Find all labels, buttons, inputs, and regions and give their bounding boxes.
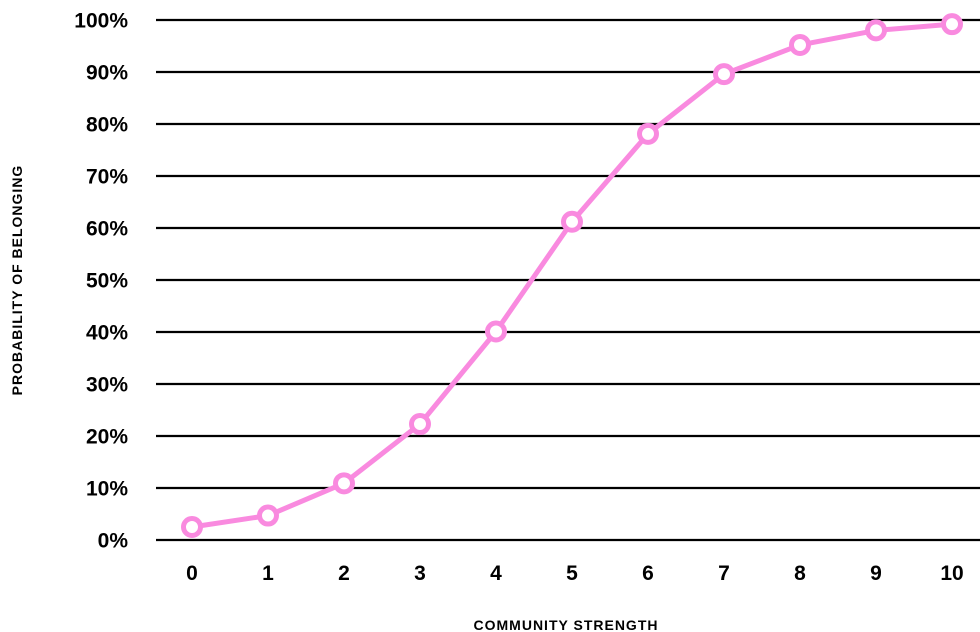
data-point xyxy=(181,516,203,538)
y-axis-title: PROBABILITY OF BELONGING xyxy=(9,165,25,396)
y-tick-label: 70% xyxy=(86,166,128,189)
data-point xyxy=(789,33,811,56)
x-tick-label: 8 xyxy=(794,562,806,585)
x-tick-label: 5 xyxy=(566,562,578,585)
y-tick-label: 30% xyxy=(86,374,128,397)
y-tick-label: 50% xyxy=(86,270,128,293)
gridlines xyxy=(156,18,980,542)
x-tick-label: 1 xyxy=(262,562,274,585)
y-tick-label: 90% xyxy=(86,62,128,85)
data-point xyxy=(257,504,279,527)
data-point xyxy=(333,472,355,495)
y-axis-tick-labels: 0% 10% 20% 30% 40% 50% 60% 70% 80% 90% 100% xyxy=(74,10,128,553)
data-point xyxy=(485,320,507,343)
x-tick-label: 10 xyxy=(940,562,963,585)
y-tick-label: 100% xyxy=(74,10,128,33)
x-tick-label: 9 xyxy=(870,562,882,585)
y-tick-label: 60% xyxy=(86,218,128,241)
x-axis-title: COMMUNITY STRENGTH xyxy=(474,617,659,632)
x-axis-tick-labels: 0 1 2 3 4 5 6 7 8 9 10 xyxy=(186,562,964,585)
data-point xyxy=(941,13,963,36)
y-tick-label: 80% xyxy=(86,114,128,137)
y-tick-label: 10% xyxy=(86,478,128,501)
x-tick-label: 2 xyxy=(338,562,350,585)
data-point xyxy=(637,122,659,145)
x-tick-label: 3 xyxy=(414,562,426,585)
data-point xyxy=(561,210,583,233)
series-line xyxy=(189,21,955,530)
x-tick-label: 0 xyxy=(186,562,198,585)
y-tick-label: 20% xyxy=(86,426,128,449)
x-tick-label: 6 xyxy=(642,562,654,585)
data-point xyxy=(865,19,887,42)
series-layer xyxy=(181,13,963,538)
x-tick-label: 7 xyxy=(718,562,730,585)
y-tick-label: 0% xyxy=(98,530,129,553)
data-point xyxy=(409,413,431,436)
x-tick-label: 4 xyxy=(490,562,502,585)
data-point xyxy=(713,63,735,86)
y-tick-label: 40% xyxy=(86,322,128,345)
